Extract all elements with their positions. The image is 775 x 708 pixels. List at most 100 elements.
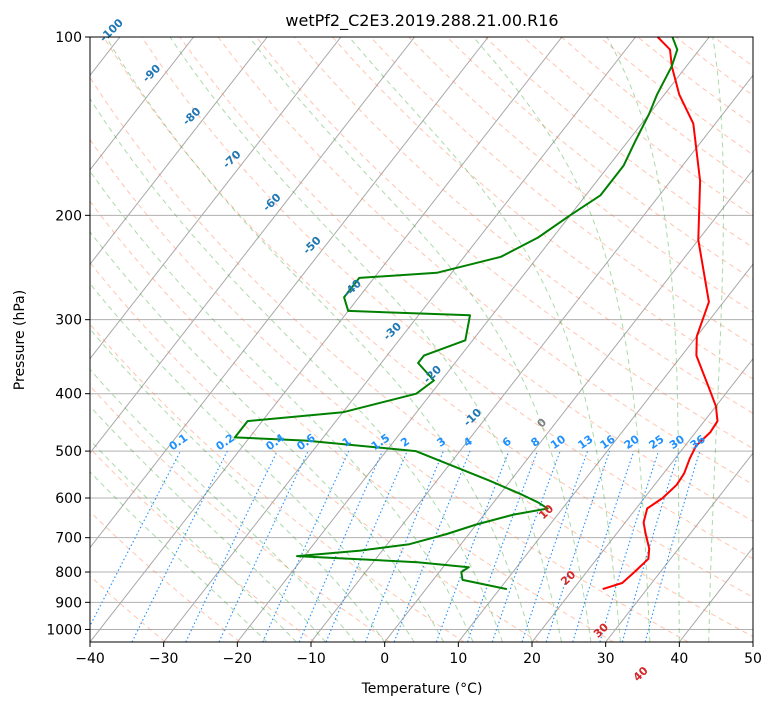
mixing-ratio-line xyxy=(393,450,471,642)
isotherm-label: 40 xyxy=(631,664,651,684)
y-tick-label: 200 xyxy=(55,208,82,224)
moist-adiabat xyxy=(90,471,268,642)
dry-adiabat xyxy=(332,37,753,380)
mixing-ratio-line xyxy=(262,450,350,642)
x-tick-label: 30 xyxy=(597,651,615,667)
mixing-ratio-label: 2 xyxy=(398,435,412,450)
mixing-ratio-label: 10 xyxy=(548,432,568,452)
moist-adiabat xyxy=(708,37,724,642)
mixing-ratio-line xyxy=(599,450,660,642)
mixing-ratio-label: 1 xyxy=(340,435,354,450)
mixing-ratio-line xyxy=(185,450,278,642)
isotherm-label: -30 xyxy=(381,320,405,343)
mixing-ratio-label: 25 xyxy=(646,433,666,452)
isotherm-label: -80 xyxy=(180,105,204,128)
y-tick-label: 400 xyxy=(55,387,82,403)
dry-adiabat xyxy=(408,37,753,313)
mixing-ratio-label: 0.1 xyxy=(167,431,190,453)
y-tick-label: 100 xyxy=(55,30,82,46)
moist-adiabat xyxy=(105,37,533,642)
mixing-ratio-label: 1.5 xyxy=(369,431,392,453)
moist-adiabat xyxy=(348,37,621,642)
dry-adiabat xyxy=(561,37,753,186)
mixing-ratio-label: 30 xyxy=(667,432,687,452)
moist-adiabat xyxy=(606,37,680,642)
isotherm-label: -10 xyxy=(461,406,485,429)
plot-frame xyxy=(89,36,754,643)
x-tick-label: 0 xyxy=(380,651,389,667)
isotherm--60 xyxy=(90,37,415,454)
x-tick-label: −10 xyxy=(296,651,326,667)
isotherm-30 xyxy=(605,452,753,642)
isotherm-10 xyxy=(457,263,753,642)
y-axis-label: Pressure (hPa) xyxy=(12,290,28,390)
moist-adiabat xyxy=(90,282,415,642)
y-tick-label: 1000 xyxy=(46,622,82,638)
mixing-ratio-line xyxy=(325,450,408,642)
mixing-ratio-line xyxy=(466,450,538,642)
y-tick-label: 800 xyxy=(55,565,82,581)
dry-adiabat xyxy=(90,575,166,642)
temperature-line xyxy=(602,37,719,591)
isotherm--40 xyxy=(90,37,563,642)
moist-adiabat xyxy=(90,368,356,642)
x-tick-label: 10 xyxy=(449,651,467,667)
dry-adiabat xyxy=(90,510,241,642)
dry-adiabat xyxy=(637,37,753,126)
dry-adiabat xyxy=(179,37,753,522)
mixing-ratio-label: 36 xyxy=(688,432,708,452)
isotherm-label: 10 xyxy=(536,502,556,522)
isotherm-label: -50 xyxy=(300,234,324,257)
y-tick-label: 900 xyxy=(55,595,82,611)
mixing-ratio-line xyxy=(644,450,701,642)
dry-adiabat xyxy=(90,200,614,642)
isotherm--50 xyxy=(90,37,489,549)
y-tick-label: 600 xyxy=(55,491,82,507)
x-tick-label: 50 xyxy=(744,651,762,667)
profile-layer xyxy=(233,37,719,591)
y-tick-label: 300 xyxy=(55,313,82,329)
dry-adiabat xyxy=(370,37,753,346)
y-tick-label: 700 xyxy=(55,531,82,547)
dry-adiabat xyxy=(90,385,390,642)
isotherm--20 xyxy=(236,37,710,642)
mixing-ratio-label: 0.4 xyxy=(264,431,288,453)
dry-adiabat xyxy=(90,138,689,642)
isotherm-label: 30 xyxy=(591,620,611,640)
x-axis: −40 −30 −20 −10 0 10 20 30 40 50 xyxy=(75,642,762,667)
dry-adiabat xyxy=(103,37,753,598)
mixing-ratio-line xyxy=(131,450,228,642)
mixing-ratio-label: 6 xyxy=(500,435,514,450)
x-tick-label: −40 xyxy=(75,651,105,667)
mixing-ratio-line xyxy=(218,450,309,642)
moist-adiabat xyxy=(90,328,386,642)
grid-layer xyxy=(90,36,753,630)
isotherm-label: 20 xyxy=(558,568,578,588)
isotherm--70 xyxy=(90,37,342,360)
isotherm-label: -20 xyxy=(421,363,445,386)
x-tick-label: −30 xyxy=(149,651,179,667)
mixing-ratio-label: 13 xyxy=(575,433,595,452)
mixing-ratio-label: 3 xyxy=(435,435,449,450)
mixing-ratio-line xyxy=(435,450,510,642)
dry-adiabat xyxy=(90,261,540,642)
mixing-ratio-line xyxy=(364,450,444,642)
isotherm-20 xyxy=(531,357,753,642)
mixing-ratio-line xyxy=(545,450,611,642)
chart-title: wetPf2_C2E3.2019.288.21.00.R16 xyxy=(285,11,558,31)
moist-adiabat xyxy=(473,37,651,642)
isotherm-label: -90 xyxy=(140,62,164,85)
moist-adiabat xyxy=(90,405,327,642)
mixing-ratio-label: 0.2 xyxy=(214,431,237,453)
mixing-ratio-line xyxy=(298,450,384,642)
moist-adiabat xyxy=(248,37,592,642)
isotherm-50 xyxy=(752,641,753,642)
isotherm-label: -100 xyxy=(97,16,126,45)
isotherm--90 xyxy=(90,37,194,171)
mixing-ratio-line xyxy=(491,450,561,642)
x-tick-label: −20 xyxy=(223,651,253,667)
isotherm--80 xyxy=(90,37,268,266)
y-tick-label: 500 xyxy=(55,444,82,460)
mixing-ratio-line xyxy=(521,450,589,642)
